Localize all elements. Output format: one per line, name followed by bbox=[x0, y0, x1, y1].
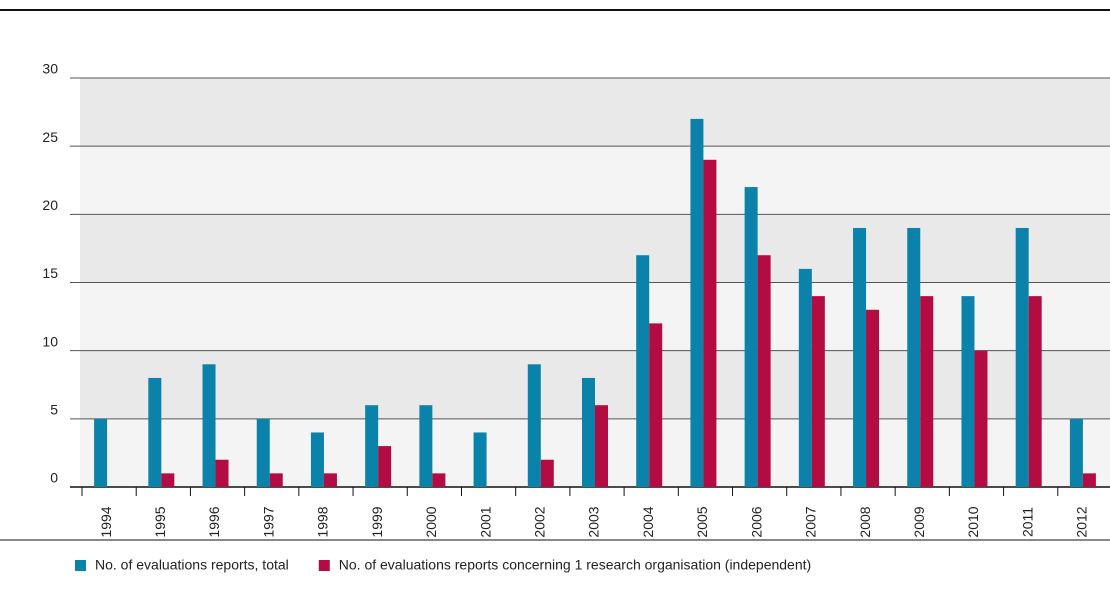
legend-label: No. of evaluations reports concerning 1 … bbox=[339, 557, 811, 573]
bar bbox=[636, 255, 650, 487]
y-tick-label: 5 bbox=[50, 402, 58, 418]
legend-label: No. of evaluations reports, total bbox=[95, 557, 289, 573]
x-tick-label: 2005 bbox=[694, 506, 710, 537]
bar bbox=[256, 418, 270, 487]
bar bbox=[310, 432, 324, 487]
x-tick-label: 1995 bbox=[152, 506, 168, 537]
bar bbox=[432, 473, 446, 487]
y-tick-label: 0 bbox=[50, 470, 58, 486]
x-tick-label: 2008 bbox=[857, 506, 873, 537]
x-tick-label: 2011 bbox=[1019, 507, 1035, 537]
bar bbox=[811, 296, 825, 487]
y-tick-label: 15 bbox=[42, 265, 58, 281]
x-tick-label: 2007 bbox=[803, 506, 819, 537]
bar bbox=[920, 296, 934, 487]
x-tick-label: 2000 bbox=[423, 506, 439, 537]
y-tick-label: 30 bbox=[42, 61, 58, 77]
x-tick-label: 1997 bbox=[260, 506, 276, 537]
bar bbox=[202, 364, 216, 487]
grid-band bbox=[80, 146, 1110, 215]
x-tick-label: 2006 bbox=[748, 506, 764, 537]
x-tick-label: 1994 bbox=[98, 506, 114, 537]
bar bbox=[269, 473, 283, 487]
bar bbox=[649, 323, 663, 487]
bar bbox=[907, 227, 921, 487]
bar bbox=[961, 296, 975, 487]
grid-band bbox=[80, 78, 1110, 147]
grid-band bbox=[80, 214, 1110, 283]
x-tick-label: 2010 bbox=[965, 506, 981, 537]
bar bbox=[365, 405, 379, 487]
bar bbox=[94, 418, 108, 487]
bar bbox=[161, 473, 175, 487]
grid-band bbox=[80, 282, 1110, 351]
bar bbox=[1082, 473, 1096, 487]
bar bbox=[148, 377, 162, 487]
x-tick-label: 1999 bbox=[369, 506, 385, 537]
y-tick-label: 25 bbox=[42, 129, 58, 145]
bar bbox=[540, 459, 554, 487]
x-tick-label: 2002 bbox=[531, 506, 547, 537]
legend-swatch bbox=[75, 560, 86, 571]
bar bbox=[419, 405, 433, 487]
bar bbox=[323, 473, 337, 487]
bar bbox=[757, 255, 771, 487]
x-tick-label: 1996 bbox=[206, 506, 222, 537]
bar bbox=[1069, 418, 1083, 487]
bar bbox=[473, 432, 487, 487]
bar bbox=[1015, 227, 1029, 487]
bar bbox=[974, 350, 988, 487]
bar bbox=[582, 377, 595, 487]
bar bbox=[703, 159, 717, 488]
y-tick-label: 10 bbox=[42, 333, 58, 349]
legend-swatch bbox=[318, 560, 330, 571]
x-tick-label: 1998 bbox=[315, 506, 331, 537]
x-tick-label: 2004 bbox=[640, 506, 656, 537]
x-tick-label: 2003 bbox=[586, 506, 602, 537]
bar bbox=[866, 309, 880, 487]
bar bbox=[798, 268, 812, 487]
bar bbox=[744, 187, 758, 488]
x-tick-label: 2009 bbox=[911, 506, 927, 537]
y-tick-label: 20 bbox=[42, 197, 58, 213]
bar bbox=[378, 446, 392, 487]
x-tick-label: 2001 bbox=[477, 506, 493, 537]
bar bbox=[1028, 296, 1042, 487]
x-tick-label: 2012 bbox=[1074, 506, 1090, 537]
bar bbox=[595, 405, 608, 487]
bar bbox=[215, 459, 229, 487]
bar bbox=[527, 364, 541, 487]
bar bbox=[690, 118, 704, 488]
bar bbox=[853, 227, 867, 487]
